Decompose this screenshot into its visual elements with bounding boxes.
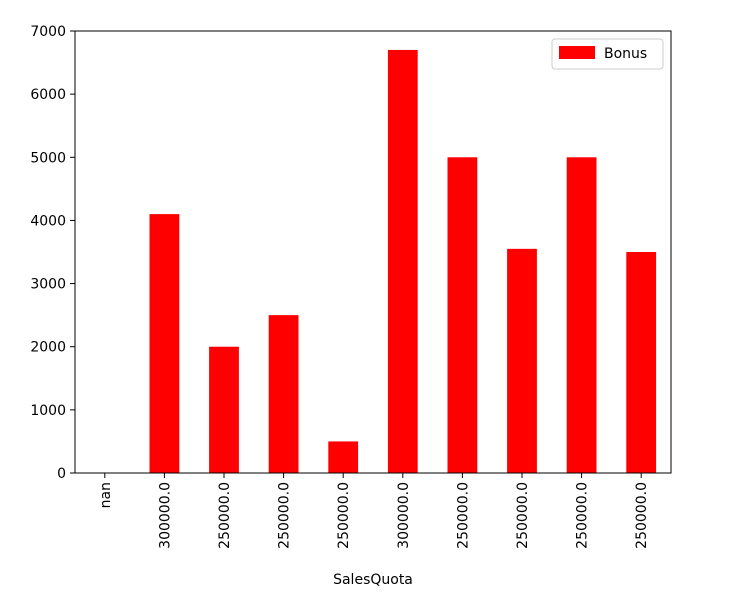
bar-1	[149, 214, 180, 473]
x-tick-label-5: 300000.0	[396, 482, 412, 549]
x-tick-label-2: 250000.0	[217, 482, 233, 549]
bar-2	[209, 346, 239, 473]
y-tick-label-6: 6000	[30, 87, 66, 103]
x-tick-label-9: 250000.0	[634, 482, 650, 549]
legend-label: Bonus	[604, 46, 647, 62]
plot-frame	[74, 30, 672, 474]
x-axis-title: SalesQuota	[333, 572, 413, 588]
x-tick-label-1: 300000.0	[157, 482, 173, 549]
y-tick-label-5: 5000	[30, 150, 66, 166]
bar-6	[447, 157, 478, 474]
x-tick-label-8: 250000.0	[575, 482, 591, 549]
y-tick-label-1: 1000	[30, 403, 66, 419]
y-tick-label-4: 4000	[30, 213, 66, 229]
y-tick-label-0: 0	[57, 466, 66, 482]
x-tick-label-3: 250000.0	[277, 482, 293, 549]
y-tick-label-3: 3000	[30, 277, 66, 293]
y-tick-label-2: 2000	[30, 340, 66, 356]
bar-9	[626, 252, 657, 473]
x-tick-label-7: 250000.0	[515, 482, 531, 549]
x-axis: nan 300000.0 250000.0 250000.0 250000.0 30000…	[98, 473, 650, 549]
x-tick-label-4: 250000.0	[336, 482, 352, 549]
bar-3	[268, 315, 299, 473]
bars	[149, 49, 657, 474]
bar-8	[566, 157, 597, 474]
bar-5	[387, 49, 418, 473]
y-axis: 0 1000 2000 3000 4000 5000 6000 7000	[30, 24, 75, 482]
y-tick-label-7: 7000	[30, 24, 66, 40]
x-tick-label-0: nan	[98, 482, 114, 508]
x-tick-label-6: 250000.0	[455, 482, 471, 549]
legend: Bonus	[551, 38, 664, 70]
bar-7	[507, 248, 537, 473]
bar-4	[328, 441, 359, 473]
legend-swatch	[559, 46, 595, 59]
